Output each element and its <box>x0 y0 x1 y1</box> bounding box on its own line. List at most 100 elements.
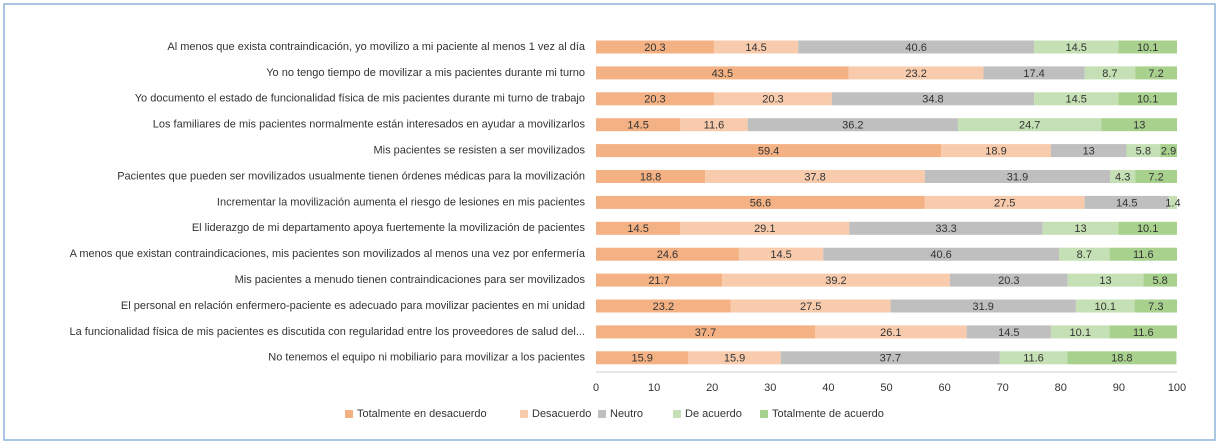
data-label: 10.1 <box>1137 223 1158 235</box>
y-tick-label: A menos que existan contraindicaciones, … <box>70 248 586 260</box>
data-label: 20.3 <box>762 94 783 106</box>
legend-swatch <box>673 410 681 418</box>
data-label: 13 <box>1074 223 1086 235</box>
bar-segment <box>713 92 832 106</box>
bar-segment <box>1118 221 1177 235</box>
x-tick-label: 50 <box>880 382 892 394</box>
x-tick-label: 90 <box>1113 382 1125 394</box>
data-label: 14.5 <box>627 120 648 132</box>
bar-segment <box>831 92 1035 106</box>
data-label: 37.8 <box>804 171 825 183</box>
data-label: 14.5 <box>745 42 766 54</box>
y-tick-label: Mis pacientes se resisten a ser moviliza… <box>373 145 585 157</box>
bar-segment <box>1118 40 1177 54</box>
data-label: 20.3 <box>644 42 665 54</box>
data-label: 21.7 <box>648 275 669 287</box>
data-label: 14.5 <box>627 223 648 235</box>
y-tick-label: El liderazgo de mi departamento apoya fu… <box>192 222 586 234</box>
bar-segment <box>680 118 748 132</box>
legend-swatch <box>760 410 768 418</box>
data-label: 24.6 <box>657 249 678 261</box>
y-tick-label: Yo documento el estado de funcionalidad … <box>135 93 585 105</box>
bar-segment <box>1110 170 1136 183</box>
data-label: 14.5 <box>1065 42 1086 54</box>
y-tick-label: La funcionalidad física de mis pacientes… <box>70 326 585 338</box>
bar-segment <box>1067 351 1177 365</box>
bar-segment <box>1134 299 1177 313</box>
x-tick-label: 0 <box>593 382 599 394</box>
bar-segment <box>1135 66 1177 80</box>
bar-segment <box>1050 144 1127 158</box>
bar-segment <box>596 92 714 106</box>
x-tick-label: 60 <box>938 382 950 394</box>
legend-label: Neutro <box>610 408 643 420</box>
x-tick-label: 40 <box>822 382 834 394</box>
bar-segment <box>596 195 925 209</box>
data-label: 1.4 <box>1165 197 1180 209</box>
y-tick-label: Los familiares de mis pacientes normalme… <box>153 119 586 131</box>
bar-segment <box>815 325 967 339</box>
data-label: 11.6 <box>704 120 725 132</box>
bar-segment <box>713 40 799 54</box>
data-label: 18.8 <box>1111 353 1132 365</box>
data-label: 10.1 <box>1137 42 1158 54</box>
bar-segment <box>999 351 1068 365</box>
data-label: 13 <box>1099 275 1111 287</box>
y-tick-label: Mis pacientes a menudo tienen contraindi… <box>235 274 586 286</box>
data-label: 14.5 <box>770 249 791 261</box>
x-tick-label: 100 <box>1168 382 1186 394</box>
data-label: 18.9 <box>985 146 1006 158</box>
bar-segment <box>1109 325 1177 339</box>
data-label: 17.4 <box>1023 68 1044 80</box>
data-label: 7.3 <box>1148 301 1163 313</box>
bar-segment <box>1034 92 1119 106</box>
data-label: 23.2 <box>653 301 674 313</box>
data-label: 27.5 <box>994 197 1015 209</box>
bar-segment <box>890 299 1076 313</box>
data-label: 24.7 <box>1019 120 1040 132</box>
data-label: 37.7 <box>695 327 716 339</box>
data-label: 43.5 <box>712 68 733 80</box>
data-label: 10.1 <box>1137 94 1158 106</box>
data-label: 8.7 <box>1077 249 1092 261</box>
bar-segment <box>596 221 681 235</box>
bar-segment <box>1084 195 1169 209</box>
data-label: 37.7 <box>880 353 901 365</box>
bar-segment <box>780 351 1000 365</box>
bar-segment <box>730 299 891 313</box>
bar-segment <box>596 299 731 313</box>
data-label: 7.2 <box>1148 171 1163 183</box>
bar-segment <box>738 247 824 261</box>
bar-segment <box>680 221 850 235</box>
bar-segment <box>1034 40 1119 54</box>
bar-segment <box>1084 66 1136 80</box>
data-label: 40.6 <box>905 42 926 54</box>
data-label: 23.2 <box>905 68 926 80</box>
data-label: 15.9 <box>724 353 745 365</box>
data-label: 20.3 <box>644 94 665 106</box>
data-label: 31.9 <box>1007 171 1028 183</box>
bar-segment <box>1067 273 1144 287</box>
legend-label: De acuerdo <box>685 408 742 420</box>
legend-label: Desacuerdo <box>532 408 591 420</box>
data-label: 4.3 <box>1115 171 1130 183</box>
data-label: 59.4 <box>758 146 779 158</box>
y-tick-label: Al menos que exista contraindicación, yo… <box>167 41 585 53</box>
bar-segment <box>924 195 1085 209</box>
x-tick-label: 70 <box>997 382 1009 394</box>
bar-segment <box>941 144 1051 158</box>
data-label: 10.1 <box>1095 301 1116 313</box>
data-label: 39.2 <box>825 275 846 287</box>
data-label: 36.2 <box>842 120 863 132</box>
x-tick-label: 20 <box>706 382 718 394</box>
y-tick-label: Incrementar la movilización aumenta el r… <box>217 196 586 208</box>
data-label: 7.2 <box>1148 68 1163 80</box>
data-label: 14.5 <box>1065 94 1086 106</box>
bar-segment <box>596 118 681 132</box>
bar-segment <box>1135 170 1177 183</box>
data-label: 5.8 <box>1136 146 1151 158</box>
bar-segment <box>1075 299 1135 313</box>
data-label: 34.8 <box>922 94 943 106</box>
bar-segment <box>848 66 984 80</box>
y-tick-label: El personal en relación enfermero-pacien… <box>121 300 585 312</box>
